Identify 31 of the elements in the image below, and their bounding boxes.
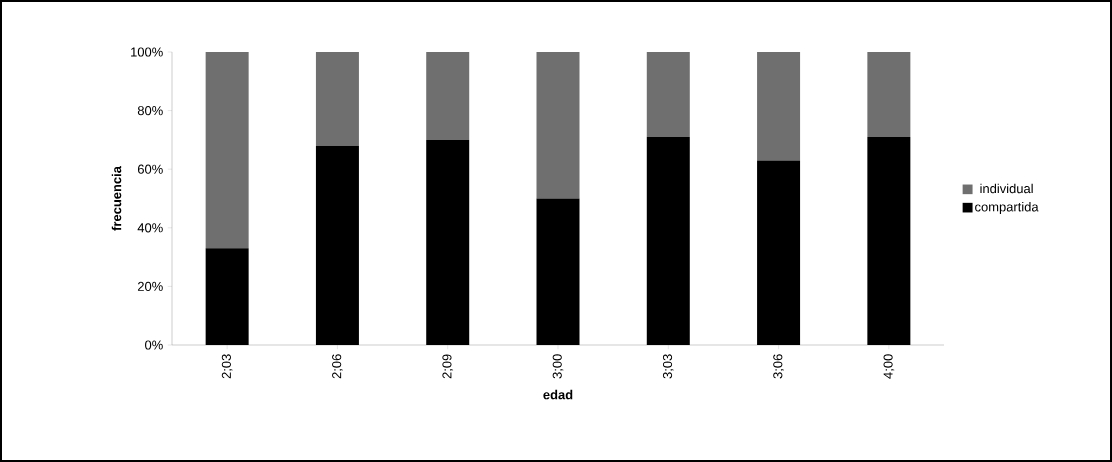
x-axis-title: edad (543, 389, 573, 400)
bar (426, 139, 470, 345)
bar (426, 52, 470, 140)
x-tick-label: 3;06 (773, 354, 784, 379)
y-tick-label: 40% (137, 223, 163, 233)
bar (536, 52, 580, 199)
y-tick-label: 60% (137, 164, 163, 174)
x-tick-label: 2;06 (332, 354, 343, 379)
y-tick-label: 80% (137, 106, 163, 116)
x-tick-label: 4;00 (883, 354, 895, 379)
bar (536, 198, 580, 345)
legend-label: individual (980, 183, 1033, 194)
y-tick-label: 0% (145, 340, 163, 350)
bar (205, 248, 249, 345)
bar (315, 52, 359, 146)
bar (867, 52, 911, 137)
bar (646, 52, 690, 137)
x-tick-label: 2;09 (442, 354, 454, 379)
bar (315, 145, 359, 345)
bar (757, 52, 801, 161)
y-tick-label: 100% (131, 47, 163, 57)
x-tick-label: 3;00 (552, 354, 564, 379)
bar (867, 136, 911, 345)
y-axis-title: frecuencia (111, 166, 122, 231)
bar (757, 160, 801, 345)
legend-label: compartida (975, 201, 1039, 215)
x-tick-label: 3;03 (662, 354, 674, 379)
bar (205, 52, 249, 249)
y-tick-label: 20% (137, 281, 163, 291)
bar (646, 136, 690, 345)
x-tick-label: 2;03 (221, 354, 233, 379)
